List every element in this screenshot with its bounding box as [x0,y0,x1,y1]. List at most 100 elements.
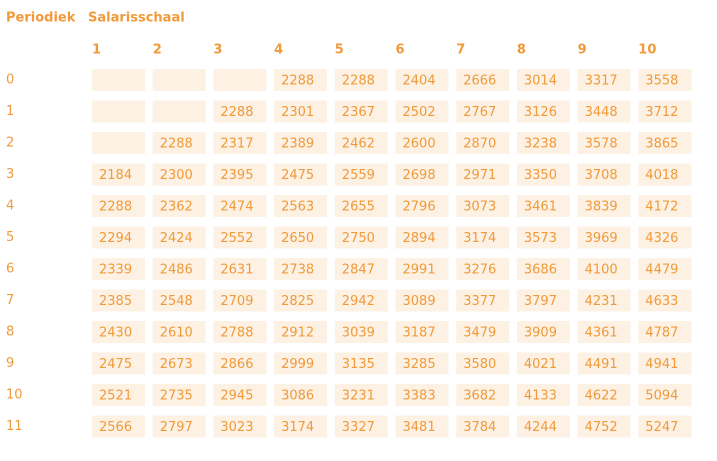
cell-value: 2655 [342,200,375,215]
cell-background [516,226,570,249]
cell-background [516,415,570,438]
cell-value: 4172 [645,200,678,215]
cell-background [334,195,388,217]
row-label: 7 [6,293,14,308]
cell-background [456,163,510,186]
cell-background [274,384,328,406]
cell-value: 3969 [585,231,618,246]
cell-value: 2673 [160,357,193,372]
cell-background [152,321,206,343]
cell-background [456,289,510,312]
cell-background [92,289,145,312]
cell-background [92,384,145,406]
cell-background [213,69,267,91]
cell-value: 4752 [585,420,618,435]
cell-background [152,352,206,375]
cell-value: 3784 [463,420,496,435]
cell-background [456,100,510,123]
column-header: 7 [456,43,465,58]
cell-background [456,258,510,280]
cell-value: 2288 [281,74,314,89]
row-label: 9 [6,356,14,371]
cell-background [577,352,631,375]
row-title: Periodiek [6,11,76,26]
cell-value: 3578 [585,137,618,152]
cell-background [92,352,145,375]
row-label: 10 [6,388,23,403]
row-label: 2 [6,136,14,151]
cell-background [516,69,570,91]
cell-value: 3039 [342,326,375,341]
cell-background [274,69,328,91]
cell-value: 2894 [403,231,436,246]
cell-value: 3238 [524,137,557,152]
cell-value: 3086 [281,389,314,404]
cell-value: 4941 [645,357,678,372]
cell-value: 2870 [463,137,496,152]
cell-background [92,100,145,123]
cell-background [334,415,388,438]
cell-value: 2796 [403,200,436,215]
cell-background [516,289,570,312]
cell-value: 2788 [220,326,253,341]
cell-value: 2424 [160,231,193,246]
cell-background [152,384,206,406]
cell-value: 2971 [463,168,496,183]
cell-value: 2502 [403,105,436,120]
cell-value: 2288 [342,74,375,89]
cell-background [274,321,328,343]
cell-background [334,132,388,154]
cell-background [92,163,145,186]
cell-value: 2475 [281,168,314,183]
cell-background [577,384,631,406]
cell-background [577,258,631,280]
cell-background [516,321,570,343]
cell-background [638,289,692,312]
cell-value: 2912 [281,326,314,341]
cell-background [395,163,449,186]
column-header: 3 [213,43,222,58]
row-label: 0 [6,73,14,88]
cell-background [92,226,145,249]
cell-background [334,100,388,123]
cell-background [274,195,328,217]
cell-background [577,195,631,217]
column-header: 10 [638,43,656,58]
cell-value: 2301 [281,105,314,120]
cell-background [516,384,570,406]
cell-background [638,321,692,343]
cell-value: 4787 [645,326,678,341]
cell-value: 4100 [585,263,618,278]
cell-background [395,132,449,154]
cell-background [213,352,267,375]
cell-background [638,226,692,249]
cell-background [638,163,692,186]
cell-background [577,226,631,249]
cell-background [213,321,267,343]
cell-value: 4231 [585,294,618,309]
cell-value: 2735 [160,389,193,404]
cell-background [274,132,328,154]
cell-value: 2385 [99,294,132,309]
cell-value: 2709 [220,294,253,309]
cell-background [274,226,328,249]
cell-value: 2548 [160,294,193,309]
cell-background [577,415,631,438]
cell-value: 3126 [524,105,557,120]
row-label: 8 [6,325,14,340]
cell-value: 2404 [403,74,436,89]
cell-background [213,384,267,406]
cell-value: 3479 [463,326,496,341]
cell-background [213,132,267,154]
cell-value: 3276 [463,263,496,278]
cell-background [638,132,692,154]
cell-background [213,226,267,249]
cell-value: 2738 [281,263,314,278]
cell-value: 2362 [160,200,193,215]
cell-value: 3686 [524,263,557,278]
cell-background [638,258,692,280]
cell-background [152,163,206,186]
cell-background [456,132,510,154]
cell-value: 2698 [403,168,436,183]
cell-background [456,352,510,375]
